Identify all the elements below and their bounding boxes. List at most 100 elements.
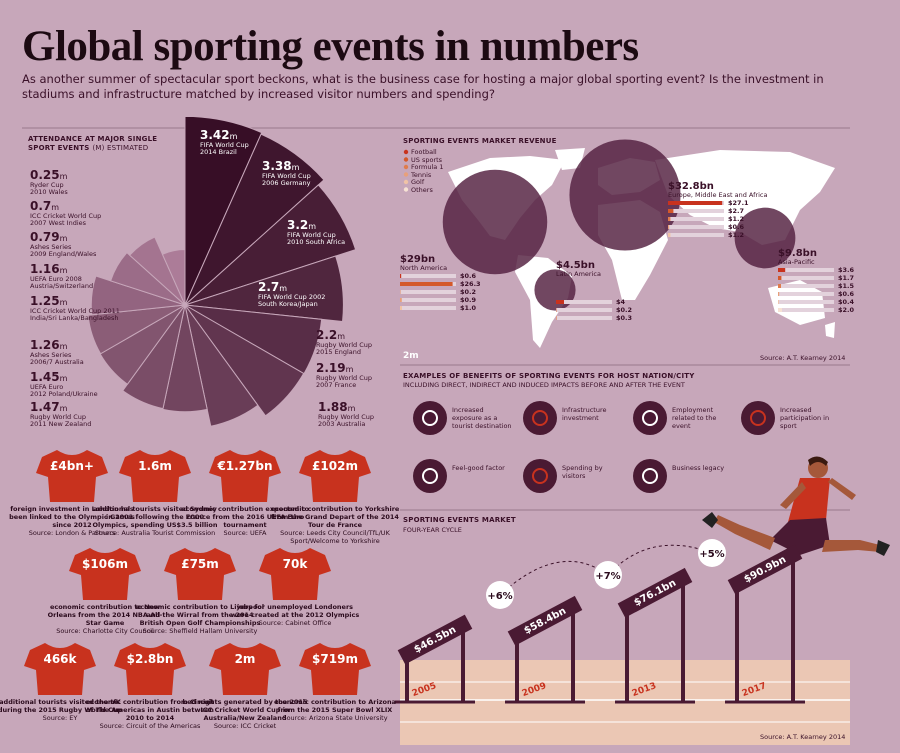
value: 1.45 [30, 370, 60, 384]
growth-bubble [594, 561, 622, 589]
scale-label: 2m [403, 351, 419, 361]
hurdle [507, 595, 583, 646]
title: Global sporting events in numbers [22, 23, 639, 70]
bar-track [778, 284, 834, 288]
legend-swatch [403, 172, 409, 177]
benefit-icon [413, 401, 447, 435]
bar-label: $0.6 [728, 223, 745, 231]
region-bubble [569, 139, 681, 251]
benefit-icon [413, 459, 447, 493]
impact-description: foreign investment in London has been li… [9, 505, 135, 529]
impact-text: foreign investment in London has been li… [7, 505, 137, 537]
event-host: 2009 England/Wales [30, 250, 97, 258]
event-name: Rugby World Cup [318, 412, 374, 421]
region-total: $29bn [400, 254, 436, 265]
bar-label: $0.6 [838, 290, 855, 298]
unit: m [291, 163, 300, 172]
event-host: Austria/Switzerland [30, 282, 94, 290]
legend-swatch [403, 157, 409, 162]
unit: m [59, 342, 68, 351]
event-host: 2011 New Zealand [30, 420, 92, 428]
region-label: $32.8bn Europe, Middle East and Africa [668, 182, 788, 199]
bar-label: $1.5 [838, 282, 855, 290]
value: 3.38 [262, 159, 292, 173]
value: 2.7 [258, 280, 280, 294]
region-label: $4.5bn Latin America [556, 260, 676, 278]
growth-bubble [486, 581, 514, 609]
legend-swatch [403, 149, 409, 155]
shirt [259, 548, 331, 600]
bar-track [778, 300, 834, 304]
impact-figure: £102m [312, 459, 358, 473]
revenue-bar [778, 308, 782, 312]
unit: m [229, 132, 238, 141]
event-name: FIFA World Cup [287, 230, 336, 239]
revenue-bar [778, 276, 782, 280]
bar-label: $1.2 [728, 215, 745, 223]
legend-swatch [403, 164, 409, 170]
event-name: Rugby World Cup [316, 340, 372, 349]
bar-label: $0.2 [616, 306, 633, 314]
unit: m [51, 203, 60, 212]
benefit-label: Increased participation in sport [780, 406, 830, 430]
benefit-icon-detail [422, 410, 438, 426]
impact-figure: £4bn+ [50, 459, 94, 473]
value: 2.2 [316, 328, 338, 342]
unit: m [59, 234, 68, 243]
event-name: Ryder Cup [30, 180, 64, 189]
attendance-label: 1.45m UEFA Euro 2012 Poland/Ukraine [30, 371, 140, 399]
attendance-label: 1.88m Rugby World Cup 2003 Australia [318, 401, 428, 429]
bar-track [556, 316, 612, 320]
event-host: 2010 South Africa [287, 238, 346, 246]
benefit-label: Employment related to the event [672, 406, 717, 430]
unit: m [345, 365, 354, 374]
revenue-bar [668, 233, 671, 237]
bar-track [400, 306, 456, 310]
region-label: $29bn North America [400, 254, 520, 272]
value: 0.25 [30, 168, 60, 182]
event-name: UEFA Euro [30, 382, 64, 391]
revenue-bar [400, 274, 402, 278]
impact-figure: $2.8bn [126, 652, 174, 666]
revenue-bar [400, 282, 453, 286]
shirt [299, 450, 371, 502]
legend-label: Formula 1 [411, 163, 444, 171]
bar-track [400, 290, 456, 294]
region-total: $9.8bn [778, 248, 817, 259]
growth-label: +5% [699, 549, 724, 560]
revenue-bar [668, 201, 723, 205]
revenue-bar [556, 300, 564, 304]
event-host: 2006/7 Australia [30, 358, 84, 366]
benefit-icon [633, 401, 667, 435]
section-title: ATTENDANCE AT MAJOR SINGLE SPORT EVENTS [28, 135, 158, 152]
impact-text: economic contribution to Arizona from th… [270, 698, 400, 722]
bar-label: $2.7 [728, 207, 745, 215]
bar-track [556, 300, 612, 304]
impact-description: economic contribution to Yorkshire from … [270, 505, 400, 529]
bar-track [400, 274, 456, 278]
bar-label: $2.0 [838, 306, 855, 314]
shirt [119, 450, 191, 502]
impact-text: economic contribution to Yorkshire from … [270, 505, 400, 545]
impact-figure: $719m [312, 652, 358, 666]
region-total: $4.5bn [556, 260, 595, 271]
shirt [299, 643, 371, 695]
unit: m [347, 404, 356, 413]
impact-description: additional tourists visited Sydney in 20… [92, 505, 218, 529]
value: 1.88 [318, 400, 348, 414]
shirt [114, 643, 186, 695]
revenue-bar [668, 209, 674, 213]
event-name: Rugby World Cup [30, 412, 86, 421]
wedge [184, 184, 357, 306]
event-host: 2007 West Indies [30, 219, 87, 227]
impact-description: economic contribution to Arizona from th… [274, 698, 396, 714]
bar-label: $27.1 [728, 199, 749, 207]
impact-text: additional tourists visited Sydney in 20… [90, 505, 220, 537]
unit: m [59, 404, 68, 413]
hurdle [727, 544, 803, 595]
event-name: Ashes Series [30, 350, 72, 359]
impact-figure: 2m [234, 652, 256, 666]
region-label: $9.8bn Asia-Pacific [778, 248, 898, 266]
source: Source: A.T. Kearney 2014 [760, 733, 846, 741]
attendance-label: 3.2m FIFA World Cup 2010 South Africa [287, 219, 397, 247]
